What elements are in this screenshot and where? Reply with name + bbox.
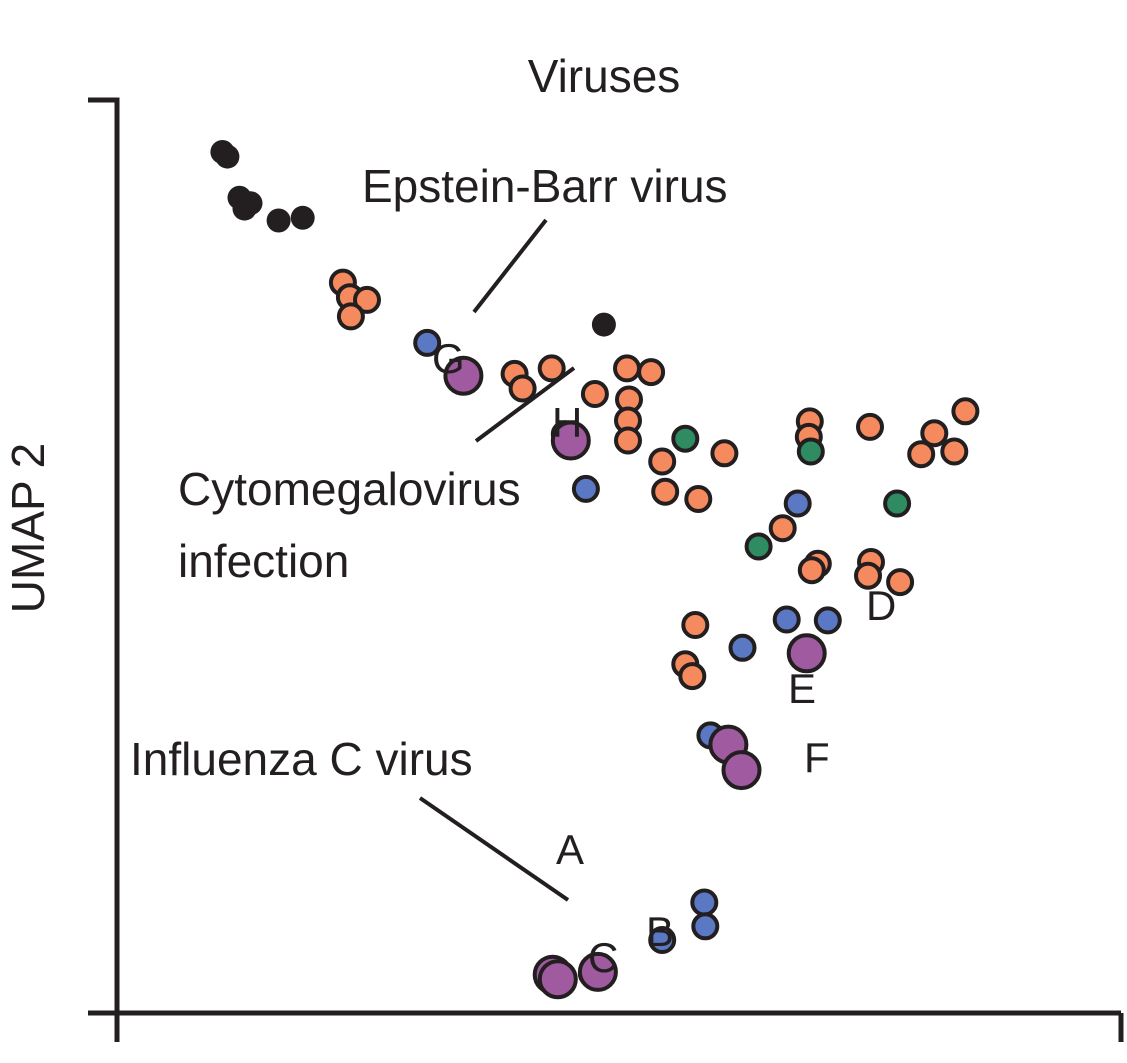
scatter-point-orange-8 — [613, 354, 641, 383]
scatter-point-blue-8 — [691, 912, 720, 941]
scatter-point-orange-30 — [886, 568, 915, 597]
scatter-point-orange-24 — [940, 437, 969, 466]
scatter-point-orange-2 — [353, 285, 381, 314]
annotation-influenza-c: Influenza C virus — [130, 733, 473, 785]
scatter-point-green-2 — [883, 489, 912, 518]
scatter-point-green-0 — [671, 424, 700, 453]
point-label-a: A — [556, 826, 584, 873]
scatter-point-orange-5 — [508, 374, 537, 403]
scatter-point-purple-7 — [537, 959, 578, 1000]
scatter-point-orange-16 — [651, 477, 680, 506]
scatter-point-orange-20 — [856, 412, 884, 441]
scatter-point-orange-25 — [768, 514, 797, 543]
annotation-infection: infection — [178, 535, 349, 587]
scatter-point-purple-2 — [786, 633, 827, 674]
ebv-leader-line — [472, 218, 548, 314]
scatter-point-orange-7 — [580, 380, 609, 408]
scatter-point-orange-29 — [854, 561, 882, 590]
point-label-d: D — [866, 582, 896, 629]
scatter-point-orange-21 — [920, 419, 949, 448]
chart-title: Viruses — [528, 50, 681, 102]
scatter-point-black-4 — [227, 185, 252, 210]
scatter-point-orange-13 — [614, 426, 642, 455]
scatter-point-orange-14 — [648, 447, 677, 476]
points-layer — [210, 140, 980, 1000]
scatter-point-black-7 — [591, 312, 616, 337]
y-axis-label: UMAP 2 — [2, 443, 54, 613]
annotation-cytomegalovirus: Cytomegalovirus — [178, 463, 521, 515]
scatter-point-blue-4 — [772, 605, 801, 634]
scatter-point-blue-7 — [690, 888, 719, 917]
point-label-f: F — [804, 734, 830, 781]
point-label-b: B — [646, 908, 674, 955]
scatter-point-orange-33 — [678, 662, 707, 691]
point-label-e: E — [788, 665, 816, 712]
scatter-point-blue-0 — [413, 328, 442, 357]
scatter-point-orange-3 — [336, 302, 365, 331]
scatter-point-black-6 — [290, 205, 315, 230]
flu-leader-line — [418, 796, 570, 902]
scatter-point-orange-23 — [907, 440, 936, 469]
point-label-c: C — [588, 934, 618, 981]
scatter-point-orange-27 — [797, 556, 826, 585]
scatter-point-orange-22 — [951, 397, 980, 426]
scatter-point-purple-6 — [577, 951, 618, 992]
scatter-point-black-5 — [266, 208, 291, 233]
scatter-point-orange-6 — [537, 354, 566, 383]
scatter-point-blue-2 — [783, 489, 812, 518]
scatter-point-green-1 — [796, 437, 825, 466]
scatter-point-purple-0 — [443, 355, 484, 396]
scatter-point-purple-1 — [550, 420, 591, 461]
scatter-point-blue-9 — [648, 926, 677, 954]
annotation-epstein-barr: Epstein-Barr virus — [362, 160, 728, 212]
scatter-point-purple-4 — [721, 750, 762, 791]
y-axis-line — [88, 97, 120, 1013]
scatter-point-orange-15 — [710, 439, 739, 468]
scatter-point-orange-9 — [637, 358, 666, 387]
scatter-point-black-1 — [215, 144, 240, 169]
scatter-point-orange-17 — [684, 485, 713, 513]
scatter-point-blue-1 — [571, 474, 600, 503]
scatter-point-blue-5 — [813, 606, 842, 635]
point-label-g: G — [432, 335, 465, 382]
point-label-h: H — [552, 399, 582, 446]
scatter-point-blue-3 — [728, 633, 757, 662]
scatter-point-green-3 — [744, 532, 773, 561]
scatter-point-orange-31 — [681, 611, 710, 639]
